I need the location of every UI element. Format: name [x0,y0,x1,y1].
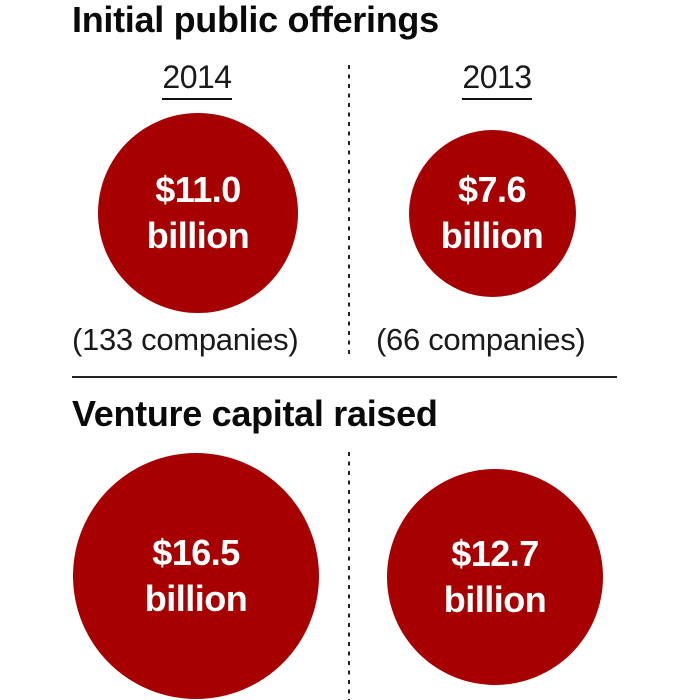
section-divider-rule [72,376,617,378]
dashed-divider-vc [348,452,350,700]
bubble-unit: billion [440,215,544,256]
bubble-unit: billion [146,215,250,256]
bubble-amount: $16.5 [152,532,240,573]
year-label-2014: 2014 [137,60,257,100]
bubble-vc-2013: $12.7 billion [387,469,603,685]
bubble-unit: billion [443,579,547,620]
bubble-amount: $11.0 [155,169,241,210]
bubble-amount: $7.6 [457,169,527,210]
company-count-2014: (133 companies) [72,322,299,357]
year-2014-text: 2014 [162,60,232,100]
bubble-unit: billion [144,578,248,619]
section-title-vc: Venture capital raised [72,393,438,434]
year-2013-text: 2013 [462,60,532,100]
dashed-divider-ipo [348,65,350,357]
section-title-ipo: Initial public offerings [72,0,439,40]
bubble-ipo-2013: $7.6 billion [408,129,576,297]
bubble-ipo-2014: $11.0 billion [98,113,298,313]
company-count-2013: (66 companies) [376,322,586,357]
bubble-vc-2014: $16.5 billion [73,453,319,699]
bubble-amount: $12.7 [451,533,539,574]
year-label-2013: 2013 [437,60,557,100]
